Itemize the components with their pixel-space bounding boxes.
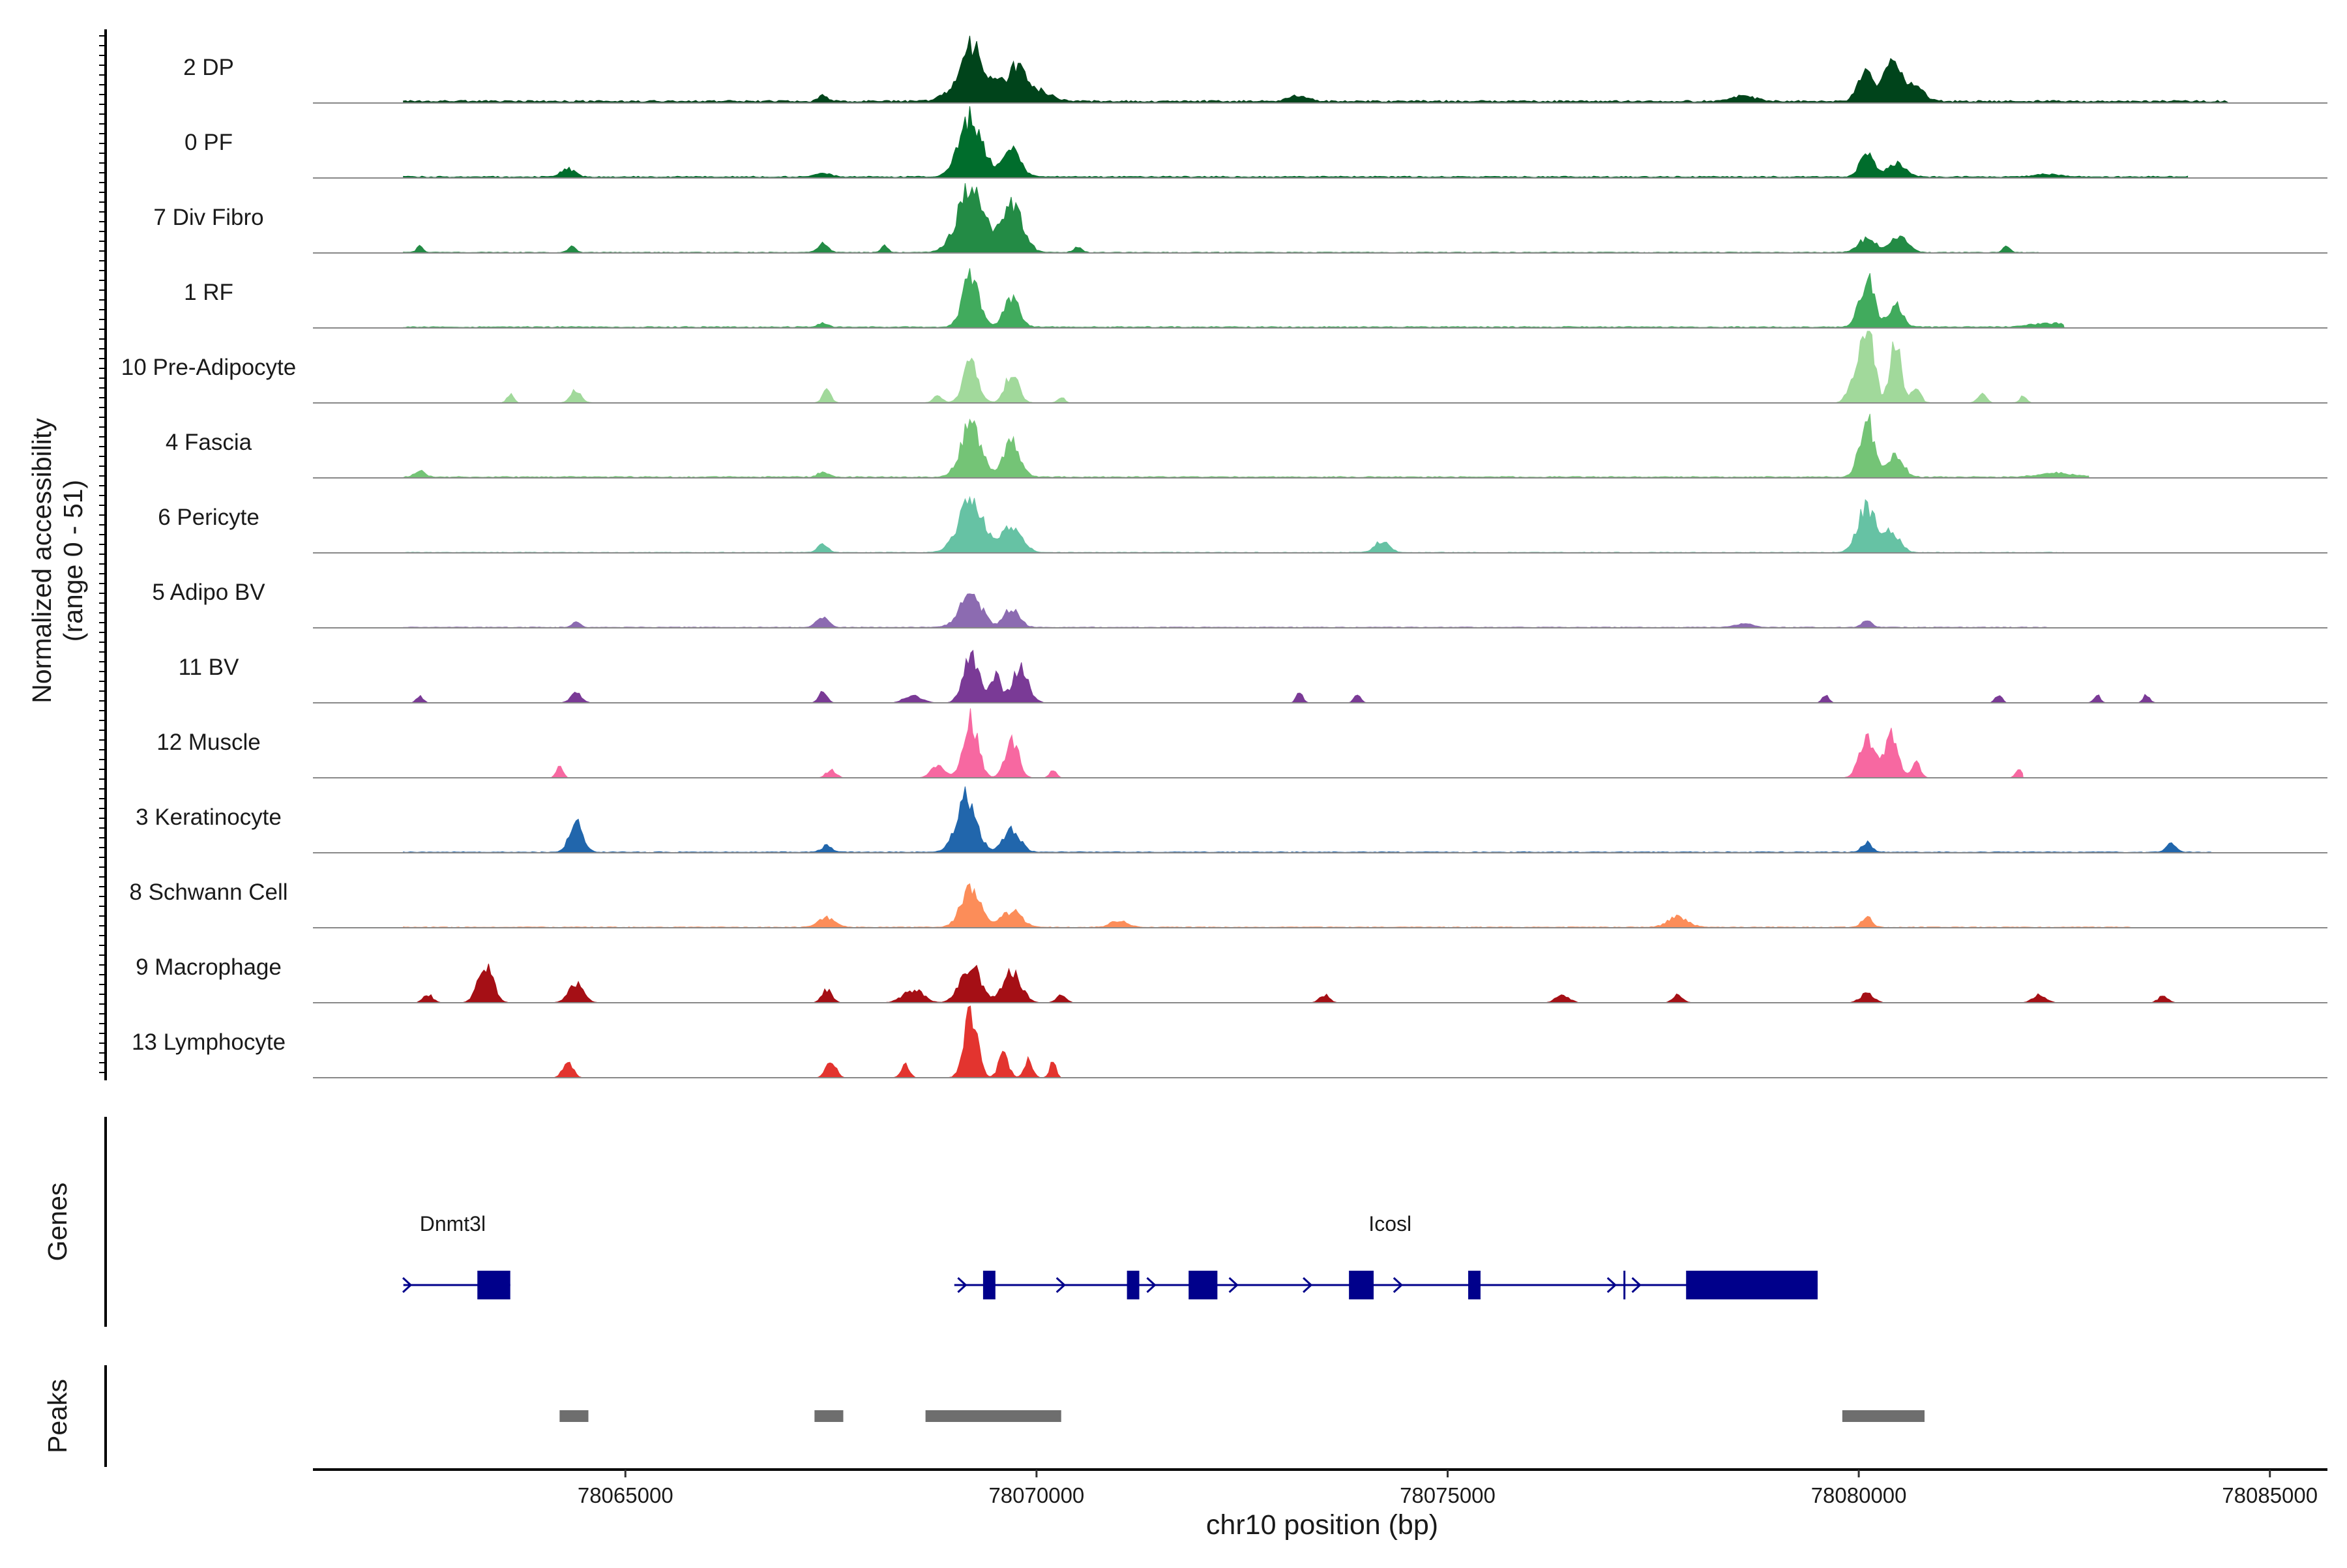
track-13 <box>313 1005 2327 1078</box>
track-4 <box>313 331 2327 404</box>
coverage-area <box>403 268 2065 329</box>
gene-exon <box>1188 1271 1218 1299</box>
coverage-area <box>551 1005 1062 1078</box>
gene-models: Dnmt3l Icosl <box>402 1212 1818 1299</box>
coverage-area <box>403 413 2089 479</box>
coverage-area <box>403 35 2230 104</box>
x-tick-label: 78085000 <box>2222 1483 2318 1507</box>
track-10 <box>313 786 2327 853</box>
track-label: 3 Keratinocyte <box>136 805 282 830</box>
track-label: 2 DP <box>183 55 234 80</box>
x-tick-label: 78075000 <box>1400 1483 1496 1507</box>
y-axis-label-line1: Normalized accessibility <box>27 418 57 703</box>
gene-Dnmt3l: Dnmt3l <box>402 1212 510 1299</box>
peak-regions <box>559 1410 1925 1422</box>
track-label: 12 Muscle <box>156 730 261 755</box>
strand-chevron <box>1228 1277 1239 1294</box>
gene-label: Dnmt3l <box>420 1212 486 1235</box>
coverage-area <box>551 708 2024 778</box>
x-axis-label: chr10 position (bp) <box>1206 1509 1438 1541</box>
x-axis-ticks: 78065000 78070000 78075000 78080000 78085000 <box>578 1470 2318 1507</box>
track-label: 7 Div Fibro <box>153 205 263 230</box>
strand-chevron <box>1631 1277 1642 1294</box>
x-tick-label: 78070000 <box>988 1483 1084 1507</box>
strand-chevron <box>1606 1277 1617 1294</box>
track-2 <box>313 183 2327 254</box>
gene-exon <box>1127 1271 1140 1299</box>
strand-chevron <box>1146 1277 1157 1294</box>
track-11 <box>313 883 2327 928</box>
track-label: 8 Schwann Cell <box>129 880 288 905</box>
y-axis <box>99 29 107 1080</box>
gene-exon <box>1349 1271 1374 1299</box>
strand-chevron <box>1393 1277 1404 1294</box>
peak-region <box>559 1410 589 1422</box>
track-8 <box>313 649 2327 703</box>
gene-exon <box>982 1271 996 1299</box>
track-label: 13 Lymphocyte <box>132 1029 286 1055</box>
track-5 <box>313 413 2327 479</box>
track-label: 5 Adipo BV <box>152 580 265 605</box>
peaks-panel-label: Peaks <box>42 1379 72 1453</box>
gene-exon <box>477 1271 510 1299</box>
coverage-area <box>403 593 2049 629</box>
gene-Icosl: Icosl <box>954 1212 1818 1299</box>
strand-chevron <box>1303 1277 1313 1294</box>
peak-region <box>925 1410 1061 1422</box>
peak-region <box>1842 1410 1925 1422</box>
track-12 <box>313 964 2327 1003</box>
track-label: 6 Pericyte <box>158 505 259 530</box>
track-0 <box>313 35 2327 104</box>
gene-exon <box>1686 1271 1818 1299</box>
gene-label: Icosl <box>1368 1212 1411 1235</box>
coverage-tracks <box>313 35 2327 1078</box>
track-3 <box>313 268 2327 329</box>
coverage-area <box>501 331 2089 404</box>
track-7 <box>313 593 2327 629</box>
track-9 <box>313 708 2327 778</box>
strand-chevron <box>402 1277 413 1294</box>
genes-panel-label: Genes <box>42 1183 72 1262</box>
track-label: 10 Pre-Adipocyte <box>121 355 296 380</box>
coverage-area <box>395 649 2229 703</box>
track-label: 9 Macrophage <box>136 954 282 980</box>
coverage-area <box>403 964 2188 1003</box>
track-label: 4 Fascia <box>166 430 252 455</box>
coverage-area <box>403 786 2213 853</box>
coverage-area <box>403 183 2040 254</box>
strand-chevron <box>957 1277 967 1294</box>
track-labels: 2 DP 0 PF 7 Div Fibro 1 RF 10 Pre-Adipocyte 4… <box>121 55 296 1055</box>
track-label: 1 RF <box>184 280 233 305</box>
track-6 <box>313 496 2327 554</box>
coverage-area <box>403 496 2066 554</box>
peak-region <box>814 1410 844 1422</box>
track-1 <box>313 106 2327 179</box>
gene-exon <box>1468 1271 1481 1299</box>
y-axis-label-line2: (range 0 - 51) <box>58 480 88 642</box>
track-label: 0 PF <box>185 130 233 155</box>
x-tick-label: 78065000 <box>578 1483 673 1507</box>
coverage-area <box>403 883 2131 928</box>
strand-chevron <box>1055 1277 1066 1294</box>
y-axis-ticks <box>99 35 106 1073</box>
coverage-area <box>403 106 2189 179</box>
x-tick-label: 78080000 <box>1811 1483 1907 1507</box>
track-label: 11 BV <box>179 655 239 680</box>
